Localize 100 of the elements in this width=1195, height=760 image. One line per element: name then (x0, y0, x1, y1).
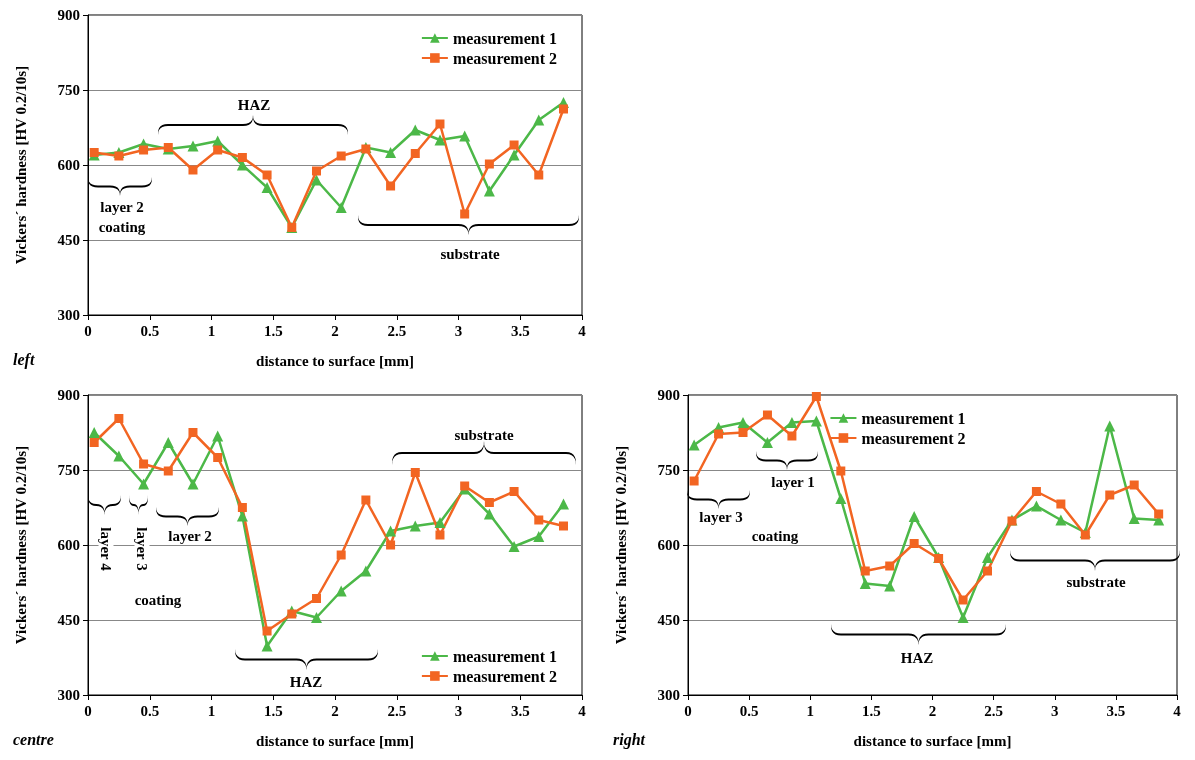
y-axis-title: Vickers´ hardness [HV 0.2/10s] (12, 445, 29, 645)
y-tick-label: 750 (657, 462, 680, 478)
point (89, 148, 99, 157)
x-tick-label: 1 (207, 702, 216, 719)
point (459, 130, 471, 142)
point (385, 147, 397, 158)
y-tick-label: 900 (657, 387, 680, 403)
point (1154, 509, 1164, 519)
text: centre (13, 730, 54, 748)
x-tick-label: 4 (578, 322, 587, 339)
x-tick-label: 2.5 (387, 702, 407, 719)
point (310, 174, 322, 186)
point (737, 417, 749, 428)
point (1030, 500, 1042, 512)
x-tick-label: 1.5 (263, 702, 283, 719)
text: right (613, 730, 646, 749)
point (335, 202, 347, 213)
x-tick-label: 0.5 (739, 702, 759, 719)
point (1128, 513, 1140, 524)
annotation: layer 2 (168, 528, 212, 544)
y-axis-title: Vickers´ hardness [HV 0.2/10s] (612, 445, 629, 645)
x-tick-label: 3 (454, 702, 463, 719)
x-tick-label: 3 (1051, 702, 1059, 719)
point (484, 498, 494, 507)
y-axis-title: Vickers´ hardness [HV 0.2/10s] (12, 65, 29, 265)
point (811, 392, 821, 401)
point (836, 466, 846, 476)
point (860, 566, 870, 576)
point (1056, 499, 1066, 509)
legend-label: measurement 1 (452, 29, 557, 47)
point (360, 565, 372, 577)
point (689, 476, 699, 486)
point (188, 165, 198, 175)
point (509, 140, 519, 150)
annotation: substrate (1066, 574, 1126, 590)
point (212, 430, 224, 442)
point (909, 539, 919, 548)
point (410, 149, 420, 158)
point (261, 182, 273, 193)
point (188, 428, 198, 437)
point (114, 414, 124, 423)
legend-label: measurement 1 (861, 409, 966, 427)
point (558, 521, 568, 531)
point (261, 640, 273, 652)
point (386, 540, 396, 550)
y-tick-label: 750 (57, 462, 80, 478)
point (187, 140, 199, 152)
point (385, 525, 397, 537)
point (336, 151, 346, 161)
point (738, 428, 748, 437)
x-tick-label: 2 (331, 702, 339, 719)
point (484, 159, 494, 169)
text: left (13, 350, 35, 369)
point (761, 437, 773, 448)
legend-label: measurement 2 (452, 49, 557, 67)
y-tick-label: 600 (57, 157, 80, 173)
y-tick-label: 450 (657, 612, 680, 628)
annotation: substrate (454, 427, 514, 443)
y-tick-label: 900 (57, 387, 80, 403)
annotation: coating (98, 219, 146, 235)
point (508, 149, 520, 161)
point (508, 541, 520, 552)
x-tick-label: 1.5 (263, 322, 283, 339)
annotation: coating (751, 528, 799, 544)
x-tick-label: 2 (331, 322, 339, 339)
point (139, 459, 149, 469)
x-tick-label: 2 (928, 702, 937, 719)
point (162, 437, 174, 448)
annotation: layer 3 (699, 509, 743, 525)
annotation: coating (134, 592, 182, 608)
x-tick-label: 3 (454, 322, 463, 339)
point (113, 450, 125, 462)
point (460, 209, 470, 219)
point (786, 417, 798, 428)
legend-label: measurement 2 (861, 429, 966, 447)
point (957, 612, 969, 623)
point (163, 466, 173, 476)
point (460, 481, 470, 491)
x-tick-label: 1 (207, 322, 216, 339)
point (262, 170, 272, 180)
point (533, 531, 545, 542)
x-tick-label: 4 (1173, 702, 1182, 719)
x-tick-label: 1 (806, 702, 814, 719)
point (688, 439, 700, 451)
point (434, 517, 446, 528)
point (557, 498, 569, 510)
x-tick-label: 2.5 (387, 322, 407, 339)
point (311, 594, 321, 603)
point (483, 508, 495, 520)
annotation: layer 1 (771, 474, 815, 490)
x-tick-label: 0.5 (140, 322, 160, 339)
point (213, 145, 223, 155)
annotation: layer 4 (98, 527, 114, 572)
x-tick-label: 4 (578, 702, 587, 719)
x-tick-label: 3.5 (510, 322, 530, 339)
point (311, 166, 321, 176)
x-tick-label: 1.5 (862, 702, 881, 719)
point (287, 609, 297, 619)
point (310, 612, 322, 623)
point (1104, 420, 1116, 432)
